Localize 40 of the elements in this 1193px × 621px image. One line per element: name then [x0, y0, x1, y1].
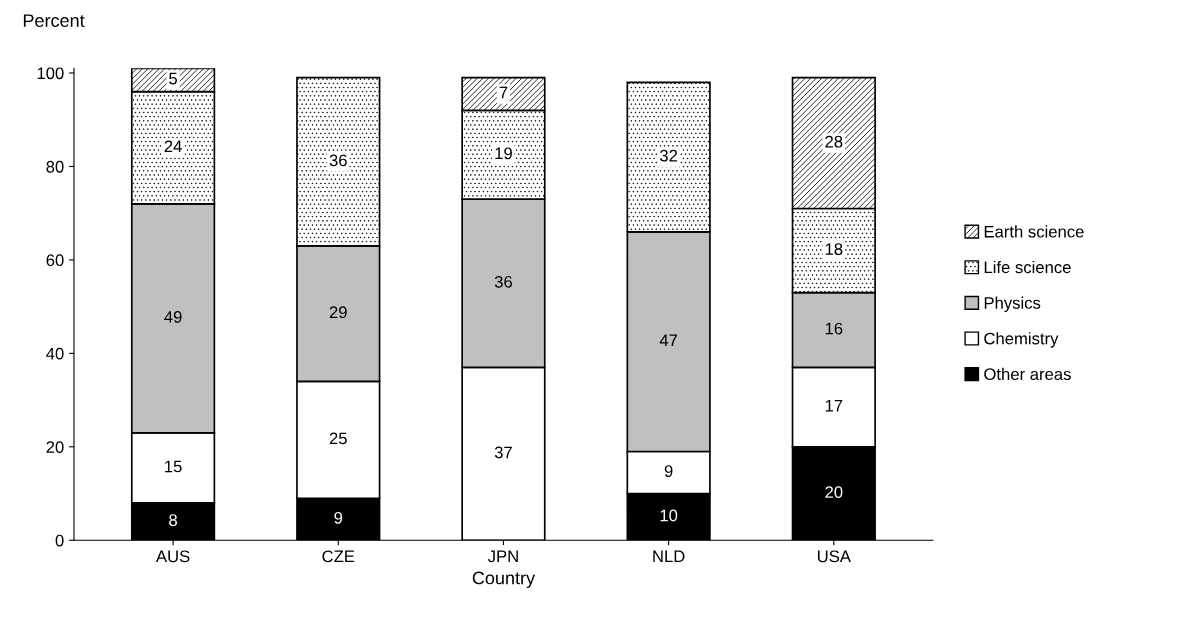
- data-label: 19: [495, 147, 512, 160]
- legend-label: Life science: [984, 260, 1071, 274]
- legend-label: Physics: [984, 296, 1041, 313]
- data-label: 17: [825, 399, 843, 412]
- x-axis-title: Country: [472, 571, 536, 588]
- data-label: 28: [825, 135, 843, 148]
- x-tick-label: USA: [817, 550, 851, 563]
- x-tick-label: AUS: [155, 550, 190, 563]
- legend-label: Earth science: [984, 225, 1084, 238]
- data-label: 15: [165, 460, 182, 473]
- x-tick-label: JPN: [487, 550, 518, 563]
- y-tick-label: 20: [46, 441, 64, 454]
- data-label: 7: [499, 86, 508, 99]
- data-label: 18: [825, 243, 843, 256]
- y-tick-label: 40: [46, 347, 64, 360]
- y-tick-label: 60: [46, 254, 64, 267]
- legend-label: Chemistry: [984, 332, 1059, 348]
- data-label: 36: [494, 275, 512, 288]
- data-label: 16: [825, 322, 843, 335]
- x-tick-label: CZE: [322, 550, 355, 563]
- data-label: 29: [329, 306, 347, 319]
- data-label: 37: [494, 446, 512, 459]
- data-label: 36: [329, 154, 347, 167]
- y-tick-label: 80: [46, 160, 64, 173]
- y-axis-title: Percent: [23, 14, 85, 27]
- data-label: 10: [660, 509, 678, 522]
- data-label: 5: [169, 72, 178, 85]
- x-tick-label: NLD: [653, 550, 685, 563]
- data-label: 49: [164, 310, 182, 323]
- data-label: 9: [664, 465, 673, 477]
- data-label: 25: [329, 432, 347, 445]
- data-label: 47: [659, 334, 678, 346]
- y-tick-label: 100: [37, 67, 64, 80]
- data-label: 32: [660, 149, 678, 162]
- y-tick-label: 0: [55, 534, 64, 547]
- legend-label: Other areas: [984, 367, 1071, 381]
- data-label: 9: [334, 511, 343, 524]
- data-label: 20: [825, 486, 843, 499]
- data-label: 24: [164, 140, 182, 153]
- data-label: 8: [169, 514, 177, 527]
